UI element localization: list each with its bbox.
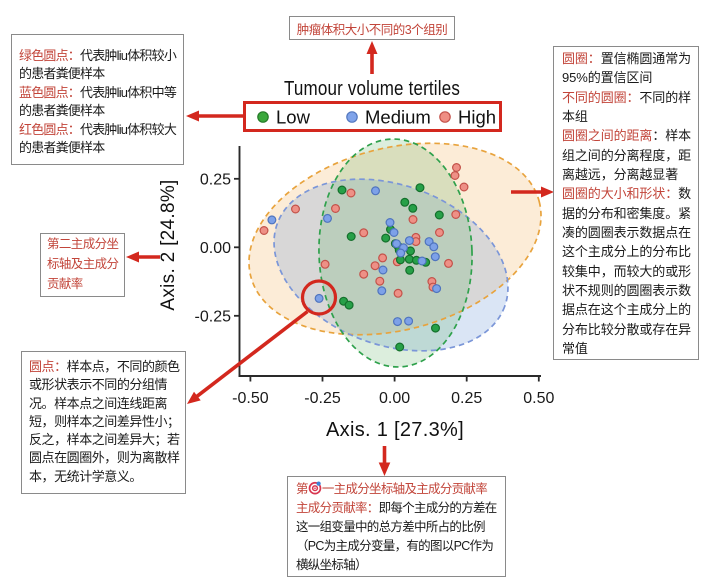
svg-text:-0.50: -0.50	[232, 390, 269, 407]
svg-text:0.50: 0.50	[523, 390, 554, 407]
svg-text:-0.25: -0.25	[195, 308, 232, 325]
svg-text:High: High	[458, 107, 496, 128]
svg-text:Medium: Medium	[365, 107, 431, 128]
svg-text:0.25: 0.25	[200, 171, 231, 188]
svg-text:Low: Low	[276, 107, 311, 128]
svg-text:0.25: 0.25	[451, 390, 482, 407]
svg-text:0.00: 0.00	[379, 390, 410, 407]
svg-text:-0.25: -0.25	[304, 390, 341, 407]
svg-text:0.00: 0.00	[200, 240, 231, 257]
